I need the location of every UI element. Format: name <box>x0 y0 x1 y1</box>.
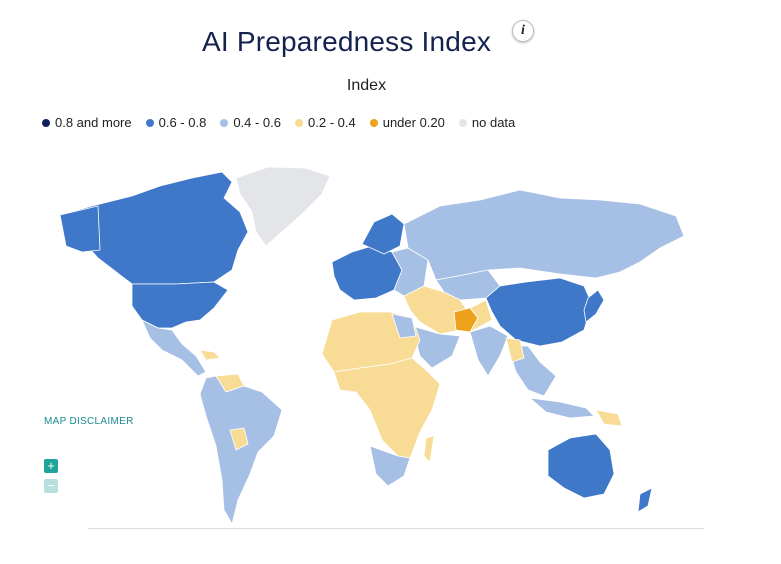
region-south-asia[interactable] <box>469 325 509 377</box>
legend: 0.8 and more 0.6 - 0.8 0.4 - 0.6 0.2 - 0… <box>42 115 515 130</box>
legend-label: no data <box>471 115 516 130</box>
region-western-europe[interactable] <box>331 245 403 301</box>
legend-dot-icon <box>42 118 50 127</box>
zoom-out-button[interactable]: − <box>44 479 58 493</box>
region-greenland[interactable] <box>235 166 331 247</box>
legend-item-0.4-0.6[interactable]: 0.4 - 0.6 <box>220 115 281 130</box>
legend-label: 0.4 - 0.6 <box>233 115 282 130</box>
legend-dot-icon <box>369 118 378 127</box>
region-egypt[interactable] <box>391 313 417 339</box>
map-subtitle: Index <box>346 77 387 94</box>
legend-item-under-0.20[interactable]: under 0.20 <box>369 115 445 130</box>
region-new-zealand[interactable] <box>637 487 653 513</box>
map-title: AI Preparedness Index <box>202 26 492 57</box>
legend-item-0.8-and-more[interactable]: 0.8 and more <box>42 115 132 130</box>
region-australia[interactable] <box>547 433 615 499</box>
legend-dot-icon <box>458 118 467 127</box>
region-bolivia[interactable] <box>229 427 249 451</box>
world-map[interactable] <box>0 150 781 530</box>
region-japan[interactable] <box>583 289 605 323</box>
region-indonesia[interactable] <box>529 397 595 419</box>
region-pakistan[interactable] <box>469 299 493 333</box>
legend-label: 0.2 - 0.4 <box>308 115 356 130</box>
map-baseline <box>88 528 704 529</box>
legend-label: 0.8 and more <box>55 115 132 130</box>
legend-label: under 0.20 <box>382 115 445 130</box>
region-mexico-central-america[interactable] <box>141 319 207 377</box>
region-southern-africa[interactable] <box>369 445 411 487</box>
map-disclaimer-link[interactable]: MAP DISCLAIMER <box>44 416 134 427</box>
region-arabian-peninsula[interactable] <box>411 325 461 369</box>
zoom-in-button[interactable]: + <box>44 459 58 473</box>
legend-item-0.6-0.8[interactable]: 0.6 - 0.8 <box>145 115 207 130</box>
legend-item-0.2-0.4[interactable]: 0.2 - 0.4 <box>295 115 356 130</box>
title-row: AI Preparedness Index i <box>0 20 781 66</box>
region-china[interactable] <box>485 277 593 347</box>
region-myanmar-laos[interactable] <box>505 337 525 363</box>
region-south-america[interactable] <box>199 375 283 525</box>
legend-dot-icon <box>295 118 304 127</box>
legend-dot-icon <box>145 118 154 127</box>
legend-dot-icon <box>220 118 229 127</box>
legend-label: 0.6 - 0.8 <box>158 115 207 130</box>
region-alaska[interactable] <box>59 205 101 253</box>
region-papua[interactable] <box>595 409 623 427</box>
region-caribbean[interactable] <box>199 349 221 361</box>
region-united-states[interactable] <box>131 281 229 329</box>
region-sub-saharan-africa[interactable] <box>333 357 441 459</box>
legend-item-no-data[interactable]: no data <box>458 115 516 130</box>
region-canada[interactable] <box>59 171 249 285</box>
info-icon[interactable]: i <box>512 20 534 42</box>
region-russia[interactable] <box>403 189 685 281</box>
region-madagascar[interactable] <box>423 435 435 463</box>
